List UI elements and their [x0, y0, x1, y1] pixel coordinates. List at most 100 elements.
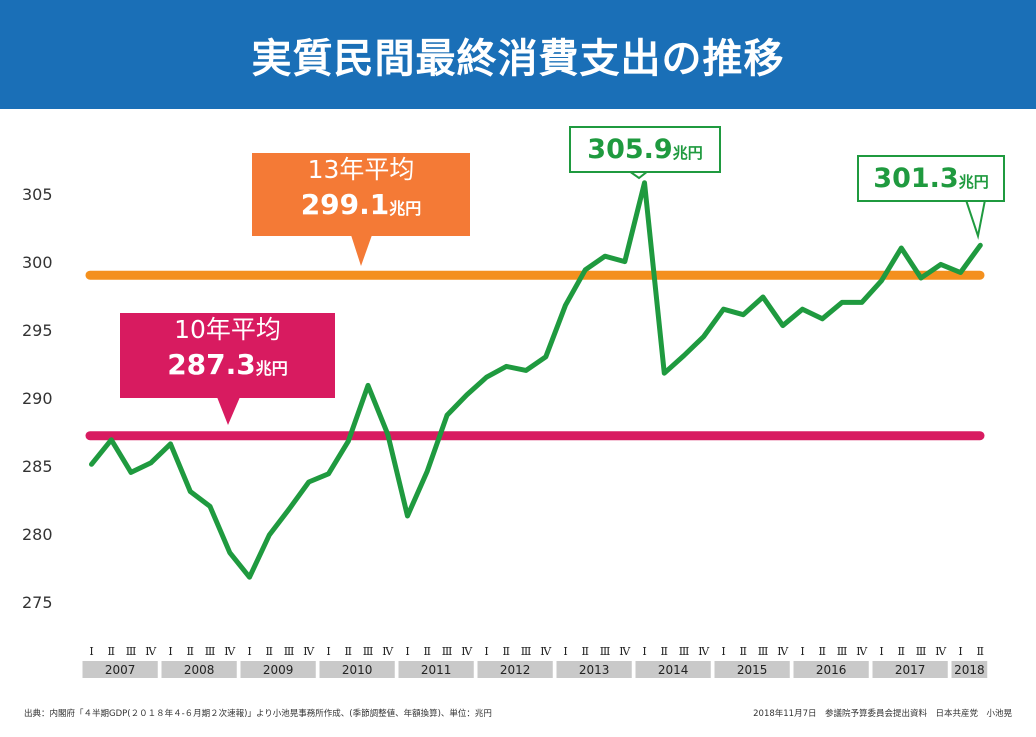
year-band: [635, 661, 711, 678]
avg10-pointer: [217, 397, 240, 425]
avg13-pointer: [351, 235, 372, 266]
year-band: [240, 661, 316, 678]
year-band: [161, 661, 237, 678]
quarter-label: Ⅰ: [405, 645, 409, 658]
source-note: 出典：内閣府「４半期GDP(２０１８年４-６月期２次速報)」より小池晃事務所作成…: [24, 709, 492, 719]
quarter-label: Ⅳ: [382, 645, 394, 658]
avg13-value: 299.1: [300, 188, 390, 221]
quarter-label: Ⅲ: [837, 645, 848, 658]
peak-callout: 305.9兆円: [569, 126, 721, 173]
year-label: 2012: [500, 663, 531, 677]
header-bar: 実質民間最終消費支出の推移: [0, 0, 1036, 109]
quarter-label: Ⅳ: [777, 645, 789, 658]
y-tick-label: 290: [22, 389, 53, 408]
year-label: 2010: [342, 663, 373, 677]
y-tick-label: 280: [22, 525, 53, 544]
year-label: 2016: [816, 663, 847, 677]
quarter-label: Ⅳ: [856, 645, 868, 658]
year-band: [793, 661, 869, 678]
quarter-label: Ⅲ: [442, 645, 453, 658]
year-label: 2017: [895, 663, 926, 677]
quarter-label: Ⅰ: [800, 645, 804, 658]
quarter-label: Ⅲ: [679, 645, 690, 658]
year-label: 2014: [658, 663, 689, 677]
year-label: 2007: [105, 663, 136, 677]
quarter-label: Ⅳ: [540, 645, 552, 658]
year-label: 2015: [737, 663, 768, 677]
latest-pointer: [964, 199, 987, 240]
year-band: [477, 661, 553, 678]
series-line: [89, 180, 983, 580]
quarter-label: Ⅱ: [503, 645, 510, 658]
year-band: [556, 661, 632, 678]
quarter-label: Ⅰ: [958, 645, 962, 658]
latest-callout: 301.3兆円: [857, 155, 1005, 202]
quarter-label: Ⅰ: [326, 645, 330, 658]
peak-value: 305.9: [587, 134, 673, 165]
avg13-label: 13年平均: [307, 155, 415, 184]
quarter-label: Ⅲ: [205, 645, 216, 658]
year-band: [398, 661, 474, 678]
latest-unit: 兆円: [958, 173, 989, 191]
year-band: [82, 661, 158, 678]
quarter-label: Ⅳ: [303, 645, 315, 658]
reference-lines: [85, 270, 985, 441]
quarter-label: Ⅱ: [187, 645, 194, 658]
year-label: 2008: [184, 663, 215, 677]
y-tick-label: 305: [22, 185, 53, 204]
quarter-label: Ⅲ: [758, 645, 769, 658]
avg10-unit: 兆円: [255, 359, 288, 378]
avg13-unit: 兆円: [389, 199, 422, 218]
quarter-label: Ⅲ: [521, 645, 532, 658]
quarter-label: Ⅰ: [484, 645, 488, 658]
quarter-label: Ⅳ: [224, 645, 236, 658]
quarter-label: Ⅲ: [916, 645, 927, 658]
avg13-callout: 13年平均 299.1兆円: [252, 153, 470, 236]
quarter-label: Ⅲ: [284, 645, 295, 658]
quarter-label: Ⅱ: [582, 645, 589, 658]
quarter-label: Ⅱ: [108, 645, 115, 658]
quarter-label: Ⅳ: [935, 645, 947, 658]
y-tick-label: 295: [22, 321, 53, 340]
latest-value: 301.3: [873, 163, 959, 194]
year-band: [951, 661, 988, 678]
year-band: [714, 661, 790, 678]
credit-note: 2018年11月7日 参議院予算委員会提出資料 日本共産党 小池晃: [753, 709, 1012, 719]
quarter-label: Ⅰ: [247, 645, 251, 658]
quarter-label: Ⅱ: [266, 645, 273, 658]
quarter-label: Ⅱ: [898, 645, 905, 658]
quarter-label: Ⅳ: [619, 645, 631, 658]
series-group: [89, 180, 983, 580]
quarter-label: Ⅱ: [424, 645, 431, 658]
y-tick-label: 300: [22, 253, 53, 272]
quarter-label: Ⅳ: [461, 645, 473, 658]
quarter-label: Ⅰ: [642, 645, 646, 658]
y-tick-label: 275: [22, 593, 53, 612]
quarter-label: Ⅱ: [977, 645, 984, 658]
quarter-label: Ⅰ: [563, 645, 567, 658]
quarter-label: Ⅰ: [879, 645, 883, 658]
quarter-label: Ⅲ: [600, 645, 611, 658]
year-band: [872, 661, 948, 678]
year-label: 2018: [954, 663, 985, 677]
quarter-label: Ⅰ: [721, 645, 725, 658]
year-label: 2013: [579, 663, 610, 677]
year-band: [319, 661, 395, 678]
y-tick-label: 285: [22, 457, 53, 476]
year-label: 2011: [421, 663, 452, 677]
quarter-label: Ⅰ: [168, 645, 172, 658]
quarter-label: Ⅳ: [145, 645, 157, 658]
quarter-label: Ⅱ: [819, 645, 826, 658]
quarter-label: Ⅱ: [345, 645, 352, 658]
page-title: 実質民間最終消費支出の推移: [251, 36, 785, 82]
quarter-label: Ⅲ: [126, 645, 137, 658]
avg10-callout: 10年平均 287.3兆円: [120, 313, 335, 398]
year-label: 2009: [263, 663, 294, 677]
quarter-label: Ⅲ: [363, 645, 374, 658]
quarter-label: Ⅱ: [661, 645, 668, 658]
avg10-value: 287.3: [167, 348, 256, 381]
quarter-label: Ⅳ: [698, 645, 710, 658]
quarter-label: Ⅰ: [89, 645, 93, 658]
